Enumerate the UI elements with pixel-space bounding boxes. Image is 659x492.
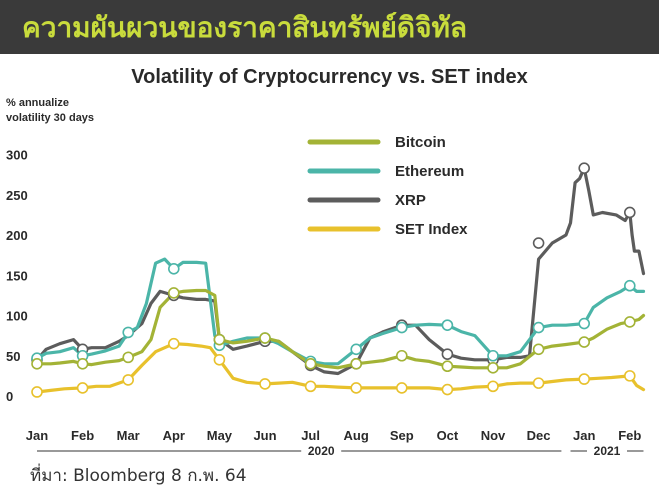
- data-point-marker: [441, 383, 454, 396]
- data-point-marker: [532, 321, 545, 334]
- y-tick-label: 0: [6, 389, 13, 404]
- x-tick-label: May: [207, 428, 233, 443]
- x-tick-label: Apr: [163, 428, 185, 443]
- data-point-marker: [623, 316, 636, 328]
- data-point-marker: [213, 333, 226, 346]
- chart-title: Volatility of Cryptocurrency vs. SET ind…: [131, 66, 528, 88]
- x-tick-label: Jan: [26, 428, 48, 443]
- data-point-marker: [168, 337, 180, 350]
- data-point-marker: [213, 353, 226, 366]
- data-point-marker: [304, 380, 317, 393]
- data-point-marker: [441, 348, 454, 360]
- data-point-marker: [487, 349, 499, 362]
- y-tick-label: 150: [6, 268, 28, 283]
- x-tick-label: Feb: [618, 428, 641, 443]
- source-note: ที่มา: Bloomberg 8 ก.พ. 64: [30, 466, 247, 486]
- data-point-marker: [441, 319, 454, 331]
- x-tick-label: Aug: [344, 428, 369, 443]
- data-point-marker: [122, 351, 134, 364]
- x-tick-label: Mar: [117, 428, 140, 443]
- data-point-marker: [395, 382, 408, 394]
- legend-label: SET Index: [395, 221, 468, 238]
- x-tick-label: Jul: [301, 428, 320, 443]
- data-point-marker: [578, 373, 591, 385]
- y-tick-label: 250: [6, 188, 28, 203]
- data-point-marker: [395, 349, 408, 362]
- series-line-ethereum: [35, 257, 646, 366]
- x-tick-label: Feb: [71, 428, 94, 443]
- data-point-marker: [168, 263, 180, 275]
- data-point-marker: [487, 380, 499, 393]
- header-banner: ความผันผวนของราคาสินทรัพย์ดิจิทัล: [0, 0, 659, 54]
- data-point-marker: [623, 370, 636, 382]
- data-point-marker: [304, 357, 317, 370]
- data-point-marker: [168, 287, 180, 299]
- y-tick-label: 200: [6, 228, 28, 243]
- data-point-marker: [259, 378, 271, 390]
- data-point-marker: [532, 377, 545, 389]
- y-axis-label-line2: volatility 30 days: [6, 112, 95, 124]
- data-point-marker: [350, 382, 363, 394]
- data-point-marker: [122, 374, 134, 386]
- data-point-marker: [623, 206, 636, 219]
- legend-label: Ethereum: [395, 163, 464, 180]
- header-title: ความผันผวนของราคาสินทรัพย์ดิจิทัล: [22, 11, 468, 44]
- x-tick-label: Dec: [527, 428, 551, 443]
- data-point-marker: [578, 336, 591, 348]
- x-tick-label: Oct: [437, 428, 459, 443]
- x-tick-label: Jun: [253, 428, 276, 443]
- data-point-marker: [532, 237, 545, 249]
- year-label: 2020: [308, 444, 335, 458]
- legend-label: Bitcoin: [395, 134, 446, 151]
- data-point-marker: [578, 317, 591, 330]
- data-point-marker: [395, 321, 408, 334]
- data-point-marker: [350, 357, 363, 370]
- data-point-marker: [487, 362, 499, 374]
- data-point-marker: [31, 386, 43, 398]
- data-point-marker: [76, 382, 89, 394]
- year-label: 2021: [594, 444, 621, 458]
- y-axis-label-line1: % annualize: [6, 97, 69, 109]
- data-point-marker: [578, 162, 591, 174]
- data-point-marker: [122, 326, 134, 339]
- x-tick-label: Nov: [481, 428, 506, 443]
- data-point-marker: [31, 357, 43, 370]
- y-axis-label: % annualize volatility 30 days: [6, 96, 136, 126]
- data-point-marker: [350, 343, 363, 356]
- series-line-set-index: [35, 342, 646, 394]
- data-point-marker: [532, 343, 545, 356]
- data-point-marker: [76, 357, 89, 370]
- data-point-marker: [259, 332, 271, 344]
- x-tick-label: Sep: [390, 428, 414, 443]
- y-tick-label: 50: [6, 349, 20, 364]
- x-tick-label: Jan: [573, 428, 595, 443]
- legend-label: XRP: [395, 192, 426, 209]
- data-point-marker: [623, 279, 636, 292]
- data-point-marker: [441, 360, 454, 373]
- y-tick-label: 100: [6, 309, 28, 324]
- y-tick-label: 300: [6, 148, 28, 163]
